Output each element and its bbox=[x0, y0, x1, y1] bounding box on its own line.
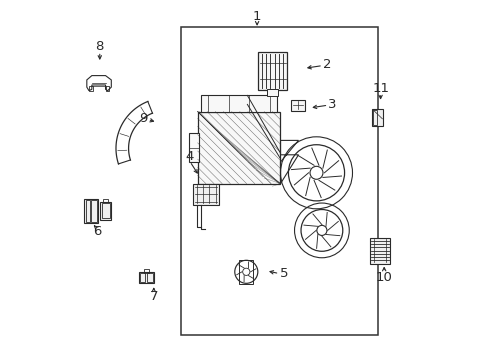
Text: 11: 11 bbox=[371, 82, 388, 95]
Text: 5: 5 bbox=[279, 267, 288, 280]
Text: 9: 9 bbox=[139, 112, 147, 125]
Bar bbox=[258, 52, 286, 90]
Text: 1: 1 bbox=[252, 10, 261, 23]
Bar bbox=[101, 202, 111, 220]
Text: 2: 2 bbox=[323, 58, 331, 71]
Bar bbox=[105, 86, 109, 91]
Bar bbox=[102, 203, 110, 218]
Bar bbox=[89, 86, 92, 91]
Bar bbox=[146, 273, 153, 282]
Bar bbox=[84, 199, 98, 223]
Bar bbox=[372, 110, 377, 125]
Bar bbox=[371, 109, 383, 126]
Bar bbox=[85, 200, 90, 222]
Bar bbox=[197, 112, 280, 184]
Bar bbox=[291, 100, 305, 111]
Bar bbox=[103, 199, 108, 202]
Text: 10: 10 bbox=[375, 271, 392, 284]
Text: 4: 4 bbox=[185, 150, 194, 163]
Bar bbox=[139, 272, 153, 283]
Bar bbox=[369, 238, 389, 264]
Text: 6: 6 bbox=[93, 225, 101, 238]
Text: 8: 8 bbox=[95, 40, 104, 53]
Bar bbox=[140, 273, 145, 282]
Bar bbox=[193, 184, 219, 205]
Bar bbox=[188, 133, 199, 162]
Bar bbox=[201, 95, 276, 112]
Bar bbox=[239, 260, 253, 284]
Bar bbox=[181, 27, 377, 335]
Text: 7: 7 bbox=[149, 291, 158, 303]
Bar bbox=[144, 269, 148, 273]
Bar bbox=[266, 89, 278, 96]
Text: 3: 3 bbox=[328, 98, 336, 111]
Bar bbox=[91, 200, 96, 222]
